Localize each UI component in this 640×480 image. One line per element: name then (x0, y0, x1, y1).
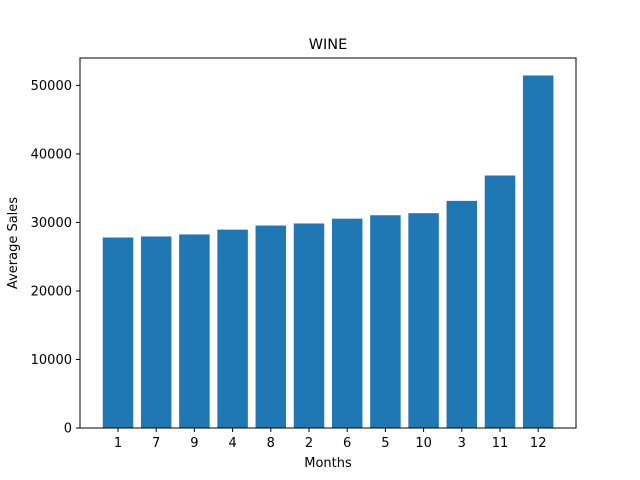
y-tick-label: 0 (64, 422, 72, 437)
x-tick-label: 6 (343, 436, 351, 451)
bar-month-11 (484, 175, 516, 428)
x-axis-label: Months (304, 456, 352, 471)
x-tick-label: 3 (458, 436, 466, 451)
bar-month-7 (140, 236, 172, 428)
bar-month-6 (331, 218, 363, 428)
plot-area-frame (79, 57, 577, 429)
y-tick-label: 10000 (31, 353, 72, 368)
x-tick-label: 4 (228, 436, 236, 451)
bar-month-1 (102, 237, 134, 428)
x-tick-label: 9 (190, 436, 198, 451)
x-tick-label: 10 (415, 436, 432, 451)
bar-month-12 (522, 75, 554, 428)
y-axis-label: Average Sales (6, 197, 21, 289)
bar-month-3 (446, 200, 478, 428)
x-tick-label: 12 (530, 436, 547, 451)
y-tick-label: 20000 (31, 284, 72, 299)
y-tick-label: 40000 (31, 147, 72, 162)
y-axis-ticks: 0 10000 20000 30000 40000 50000 (31, 79, 80, 437)
bar-month-2 (293, 223, 325, 428)
x-tick-label: 8 (267, 436, 275, 451)
y-tick-label: 50000 (31, 79, 72, 94)
bar-month-8 (255, 225, 287, 428)
x-tick-label: 2 (305, 436, 313, 451)
bars-group (102, 75, 554, 428)
x-tick-label: 11 (492, 436, 509, 451)
chart-title: WINE (309, 37, 348, 53)
y-tick-label: 30000 (31, 216, 72, 231)
bar-month-5 (370, 215, 401, 428)
x-tick-label: 7 (152, 436, 160, 451)
x-tick-label: 1 (114, 436, 122, 451)
bar-month-9 (179, 234, 210, 428)
bar-month-10 (408, 213, 439, 428)
x-tick-label: 5 (381, 436, 389, 451)
bar-month-4 (217, 229, 248, 428)
x-axis-ticks: 1 7 9 4 8 2 6 5 10 3 11 12 (114, 428, 547, 451)
